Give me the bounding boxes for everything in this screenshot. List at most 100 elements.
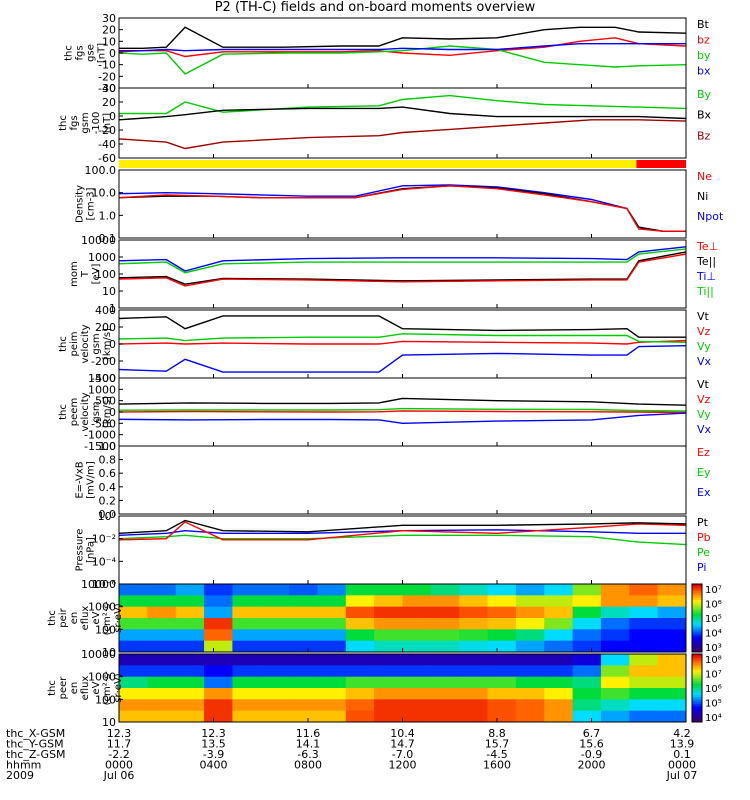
series-line-Ti|| [118,248,687,274]
y-axis-label-line: en [69,612,80,625]
y-axis-label-line: thc [58,115,69,131]
heatmap-cell [487,640,517,653]
legend-entry: By [697,88,712,101]
heatmap-cell [175,629,205,642]
y-axis-label-line: fgs [69,115,80,130]
colorbar-band [692,685,702,689]
colorbar-band [692,654,702,657]
ephemeris-value: -7.0 [392,748,413,761]
heatmap-cell [402,676,432,689]
heatmap-cell [572,699,602,712]
heatmap-cell [345,699,375,712]
ephemeris-value: 6.7 [583,727,601,740]
heatmap-cell [289,665,318,678]
heatmap-cell [629,629,659,642]
y-axis-label-line: [eV] [91,264,102,285]
legend-entry: Pb [697,531,711,544]
colorbar-tick-label: 10³ [705,643,722,654]
ephemeris-row-label: 2009 [6,769,34,782]
ephemeris-row-label: hhmm [6,759,41,772]
y-axis-label-line: -100 [91,112,102,135]
heatmap-cell [374,595,403,608]
heatmap-cell [260,699,290,712]
heatmap-cell [487,584,517,596]
series-line-Vx [118,345,687,373]
heatmap-cell [232,640,262,653]
y-tick-label: 1000 [88,383,116,396]
heatmap-cell [629,710,659,723]
heatmap-cell [515,595,545,608]
y-tick-label: -1000 [84,429,116,442]
heatmap-cell [430,595,460,608]
heatmap-cell [544,665,574,678]
heatmap-cell [119,688,148,700]
legend-entry: Ti⊥ [696,270,716,283]
heatmap-cell [657,584,687,596]
heatmap-cell [402,595,432,608]
legend-entry: Ex [697,486,711,499]
colorbar-band [692,633,702,637]
colorbar-tick-label: 10⁶ [705,600,722,611]
heatmap-cell [629,640,659,653]
heatmap-cell [629,595,659,608]
y-axis-label-line: [cm-3] [86,187,97,220]
heatmap-cell [345,606,375,619]
y-tick-label: 1500 [88,372,116,385]
y-tick-label: 1000 [88,251,116,264]
series-line-Bx [118,106,687,121]
heatmap-cell [430,710,460,723]
heatmap-cell [487,699,517,712]
y-tick-label: 100.0 [85,164,117,177]
series-line-Pe [118,534,687,546]
heatmap-cell [572,629,602,642]
legend-entry: Pt [697,516,709,529]
series-line-Vx [118,412,687,425]
heatmap-cell [289,688,318,700]
colorbar-tick-label: 10⁷ [705,585,722,596]
y-axis-label-line: [km/s] [102,396,113,428]
heatmap-cell [317,665,347,678]
heatmap-cell [232,595,262,608]
heatmap-cell [629,676,659,689]
heatmap-cell [657,640,687,653]
heatmap-cell [374,710,403,723]
y-tick-label: -10 [98,59,116,72]
heatmap-cell [430,699,460,712]
y-axis-label-line: peer [58,676,69,700]
heatmap-cell [345,665,375,678]
heatmap-cell [260,676,290,689]
panel-frame [118,445,687,515]
heatmap-cell [204,606,233,619]
heatmap-cell [430,629,460,642]
heatmap-cell [600,606,630,619]
heatmap-cell [374,640,403,653]
colorbar-band [692,717,702,721]
y-axis-label-line: Density [75,185,86,223]
y-axis-label-line: peem [69,398,80,426]
series-line-Ti⊥ [118,246,687,272]
heatmap-cell [232,688,262,700]
legend-entry: Bz [697,129,711,142]
heatmap-cell [260,665,290,678]
colorbar-band [692,678,702,682]
y-tick-label: 10000 [81,234,116,247]
heatmap-cell [317,654,347,666]
chart-title: P2 (TH-C) fields and on-board moments ov… [214,0,536,15]
y-tick-label: 10⁰ [98,510,117,523]
y-axis-label-line: thc [47,680,58,696]
heatmap-cell [289,710,318,723]
heatmap-cell [204,629,233,642]
legend-entry: Te⊥ [696,240,718,253]
heatmap-cell [572,665,602,678]
heatmap-cell [260,606,290,619]
heatmap-cell [459,688,489,700]
heatmap-cell [459,618,489,630]
heatmap-cell [544,584,574,596]
legend-entry: Ey [697,466,711,479]
y-tick-label: 30 [102,12,116,25]
y-tick-label: -20 [98,70,116,83]
ephemeris-value: 12.3 [201,727,226,740]
heatmap-cell [175,688,205,700]
y-axis-label-line: gsm [91,401,102,422]
